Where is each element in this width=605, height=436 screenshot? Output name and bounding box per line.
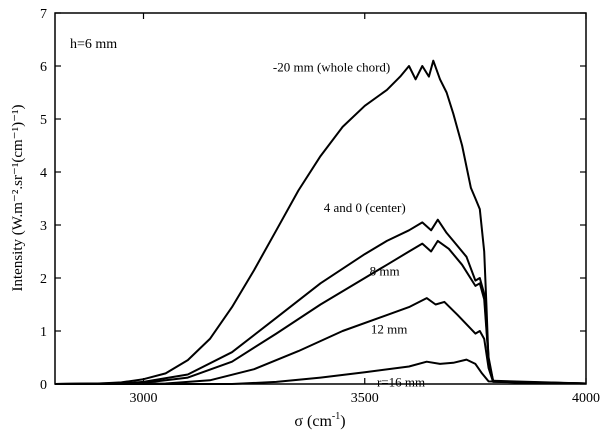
- series-label-4: r=16 mm: [377, 375, 425, 390]
- x-tick-label: 4000: [572, 391, 600, 406]
- series-line-2: [54, 239, 587, 385]
- y-tick-label: 2: [40, 272, 47, 287]
- series-line-4: [55, 358, 587, 385]
- series-label-0: -20 mm (whole chord): [273, 59, 390, 74]
- series-labels: -20 mm (whole chord) 4 and 0 (center) 8 mm…: [273, 59, 425, 389]
- x-axis-label: σ (cm-1): [294, 411, 345, 430]
- y-tick-label: 6: [40, 60, 47, 75]
- x-axis-label-exponent: -1: [332, 411, 340, 422]
- y-tick-label: 5: [40, 113, 47, 128]
- annotation-box-label: h=6 mm: [70, 37, 117, 52]
- y-axis-label: Intensity (W.m⁻².sr⁻¹(cm⁻¹)⁻¹): [10, 105, 26, 292]
- y-tick-label: 3: [40, 219, 47, 234]
- series-line-1: [54, 218, 587, 385]
- series-label-1: 4 and 0 (center): [324, 200, 406, 215]
- series-label-3: 12 mm: [371, 322, 407, 337]
- x-tick-label: 3000: [130, 391, 158, 406]
- y-tick-label: 4: [40, 166, 47, 181]
- x-axis-label-base: σ (cm: [294, 413, 332, 430]
- y-tick-label: 1: [40, 325, 47, 340]
- y-tick-label: 0: [40, 378, 47, 393]
- series-line-0: [54, 59, 587, 385]
- plot-frame: [54, 12, 587, 385]
- series-line-3: [54, 297, 587, 385]
- y-tick-label: 7: [40, 7, 47, 22]
- series-label-2: 8 mm: [370, 263, 400, 278]
- series-lines: [54, 59, 587, 385]
- x-axis-label-close: ): [340, 413, 345, 430]
- x-tick-label: 3500: [351, 391, 379, 406]
